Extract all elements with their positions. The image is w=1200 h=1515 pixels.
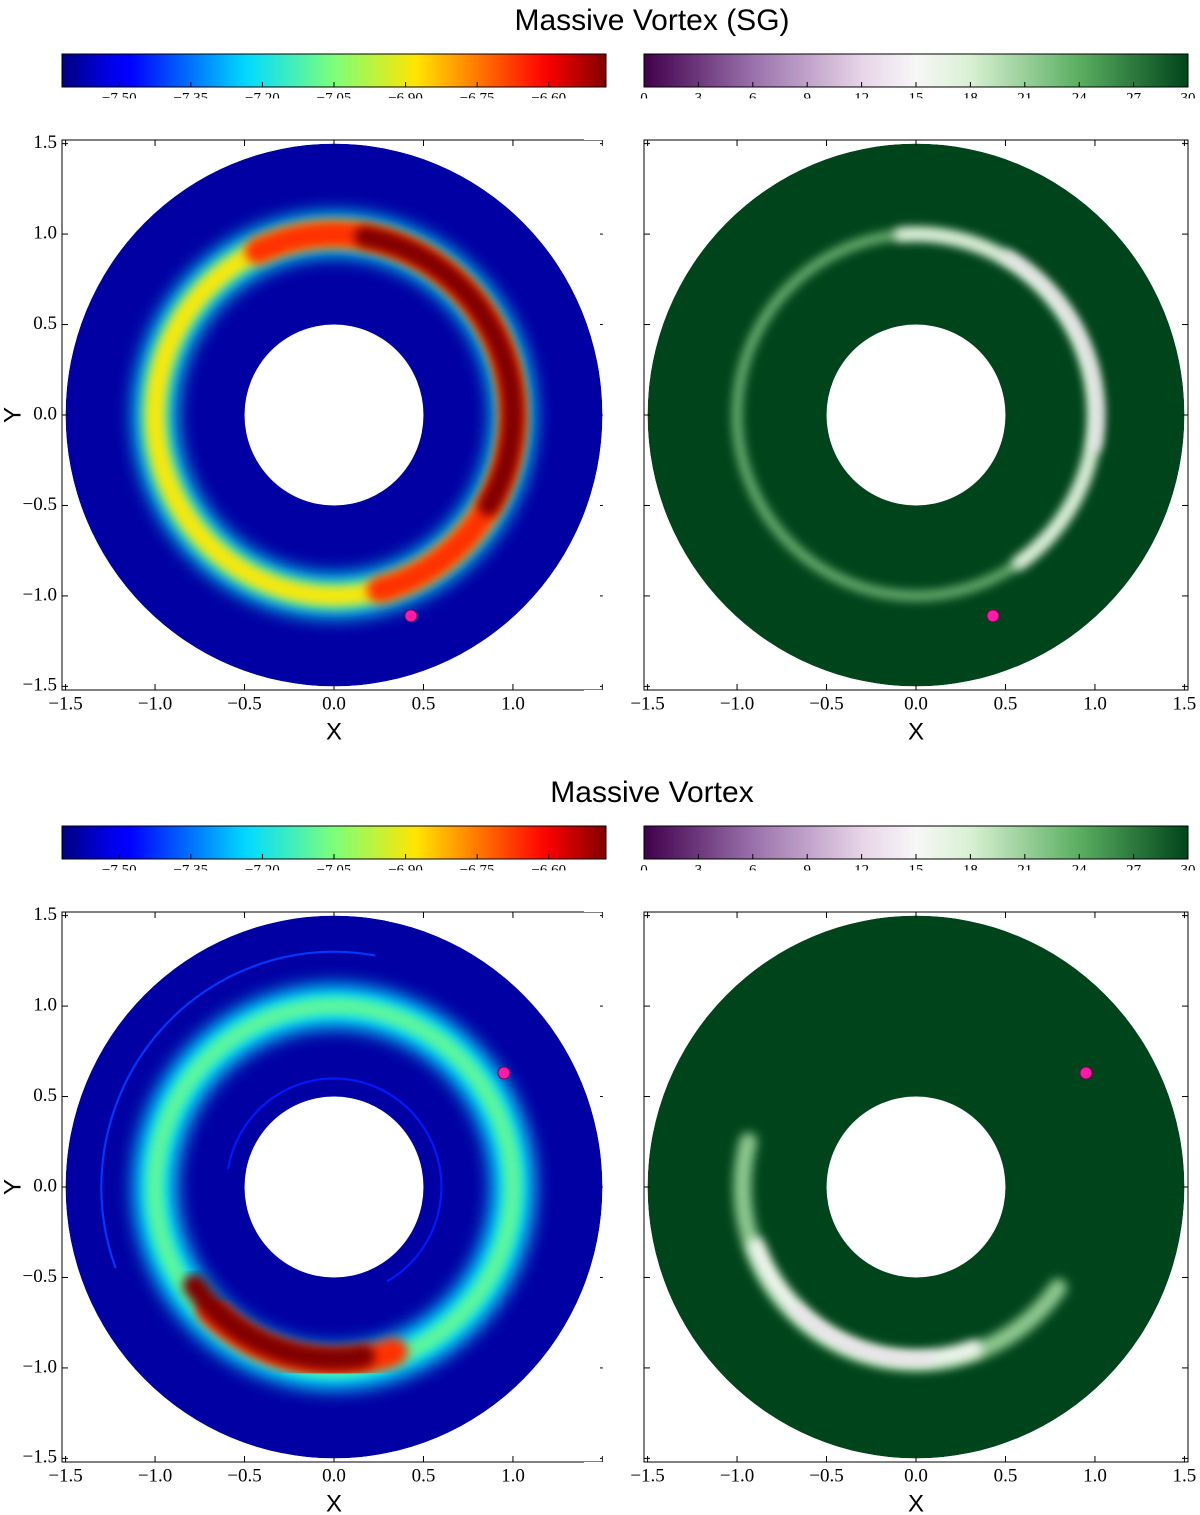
label-clear — [2, 122, 666, 140]
x-tick-label: 1.5 — [1173, 693, 1197, 714]
vortex-arc — [100, 950, 376, 1269]
x-tick-label: −1.0 — [138, 1465, 172, 1486]
y-tick-label: −0.5 — [23, 494, 57, 515]
field-outer-mask — [602, 870, 1200, 1504]
y-tick-label: 1.5 — [33, 132, 57, 153]
x-axis-label: X — [326, 718, 342, 745]
x-tick-label: 0.0 — [904, 1465, 928, 1486]
label-clear — [584, 690, 1200, 750]
x-tick-label: 0.5 — [994, 1465, 1018, 1486]
x-tick-label: −0.5 — [809, 1465, 843, 1486]
x-tick-label: 0.5 — [994, 693, 1018, 714]
label-clear — [584, 1462, 1200, 1515]
x-tick-label: 0.5 — [412, 1465, 436, 1486]
x-tick-label: −1.5 — [48, 693, 82, 714]
planet — [1079, 1066, 1093, 1080]
colorbar — [643, 53, 1189, 88]
colorbar — [61, 53, 607, 88]
vortex-arc — [1002, 250, 1103, 452]
x-tick-label: −1.0 — [138, 693, 172, 714]
x-tick-label: 1.5 — [1173, 1465, 1197, 1486]
y-tick-label: 1.0 — [33, 222, 57, 243]
label-clear — [584, 894, 1200, 912]
x-tick-label: 0.0 — [322, 1465, 346, 1486]
y-tick-label: 1.0 — [33, 994, 57, 1015]
row-title: Massive Vortex (SG) — [514, 4, 789, 37]
y-tick-label: −1.5 — [23, 675, 57, 696]
field-outer-mask — [20, 98, 648, 732]
y-tick-label: −1.0 — [23, 584, 57, 605]
y-tick-label: 1.5 — [33, 904, 57, 925]
y-tick-label: 0.0 — [33, 403, 57, 424]
x-tick-label: 1.0 — [501, 693, 525, 714]
label-clear — [584, 122, 1200, 140]
y-tick-label: 0.0 — [33, 1175, 57, 1196]
x-tick-label: −0.5 — [809, 693, 843, 714]
x-tick-label: 0.0 — [904, 693, 928, 714]
y-axis-label: Y — [0, 1179, 26, 1195]
vortex-arc — [354, 226, 524, 517]
field-features — [133, 212, 535, 618]
label-clear — [2, 894, 666, 912]
x-tick-label: −1.0 — [720, 693, 754, 714]
x-tick-label: −1.5 — [630, 693, 664, 714]
field-features — [733, 1132, 1068, 1372]
field-features — [100, 950, 535, 1390]
field-outer-mask — [20, 870, 648, 1504]
label-clear — [2, 1462, 666, 1515]
vortex-arc — [227, 1077, 443, 1283]
vortex-arc — [792, 1304, 935, 1363]
y-tick-label: 0.5 — [33, 1085, 57, 1106]
label-clear — [2, 690, 666, 750]
y-tick-label: −1.5 — [23, 1447, 57, 1468]
planet — [404, 609, 418, 623]
x-tick-label: 1.0 — [501, 1465, 525, 1486]
planet — [497, 1066, 511, 1080]
x-axis-label: X — [908, 1490, 924, 1515]
x-axis-label: X — [326, 1490, 342, 1515]
inner-hole — [244, 324, 424, 506]
row-title: Massive Vortex — [550, 776, 753, 809]
planet — [986, 609, 1000, 623]
x-axis-label: X — [908, 718, 924, 745]
vortex-arc — [183, 1273, 376, 1371]
inner-hole — [826, 1096, 1006, 1278]
y-tick-label: −0.5 — [23, 1266, 57, 1287]
colorbar — [61, 825, 607, 860]
x-tick-label: 1.0 — [1083, 693, 1107, 714]
y-tick-label: −1.0 — [23, 1356, 57, 1377]
inner-hole — [244, 1096, 424, 1278]
field-outer-mask — [602, 98, 1200, 732]
x-tick-label: −1.5 — [48, 1465, 82, 1486]
x-tick-label: −1.5 — [630, 1465, 664, 1486]
y-tick-label: 0.5 — [33, 313, 57, 334]
y-axis-label: Y — [0, 407, 26, 423]
x-tick-label: −1.0 — [720, 1465, 754, 1486]
x-tick-label: −0.5 — [227, 693, 261, 714]
x-tick-label: 0.0 — [322, 693, 346, 714]
x-tick-label: −0.5 — [227, 1465, 261, 1486]
x-tick-label: 0.5 — [412, 693, 436, 714]
x-tick-label: 1.0 — [1083, 1465, 1107, 1486]
inner-hole — [826, 324, 1006, 506]
field-features — [732, 227, 1103, 601]
